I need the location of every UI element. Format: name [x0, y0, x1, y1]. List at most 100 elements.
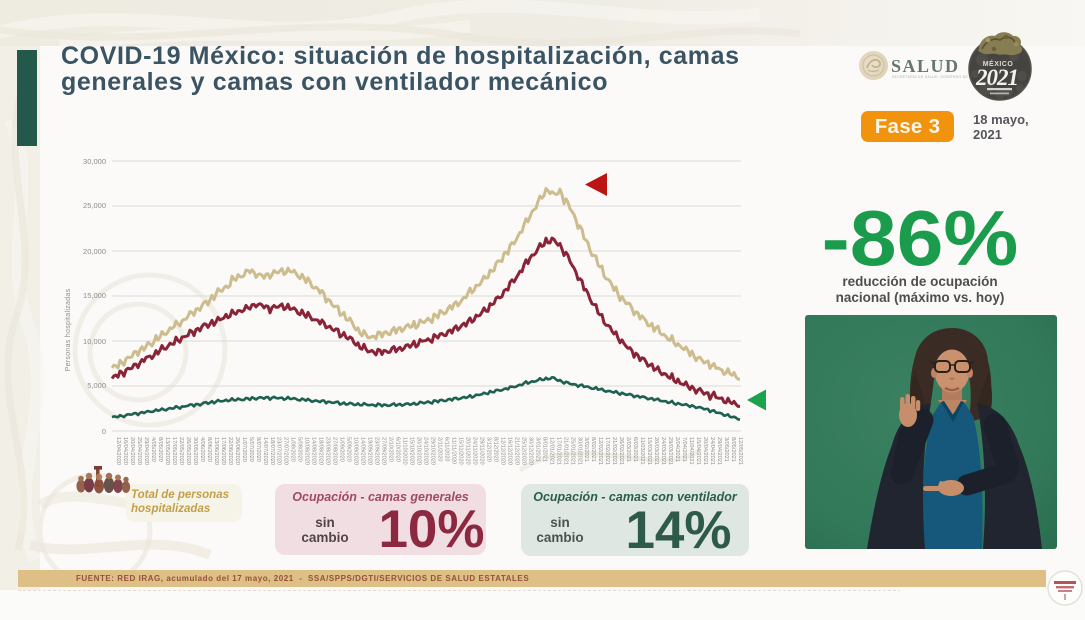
svg-text:24/03/2021: 24/03/2021: [660, 437, 666, 465]
svg-text:25/12/2020: 25/12/2020: [520, 437, 526, 465]
svg-text:3/02/2021: 3/02/2021: [583, 437, 589, 462]
svg-text:29/11/2020: 29/11/2020: [478, 437, 484, 465]
svg-text:17/02/2021: 17/02/2021: [604, 437, 610, 465]
svg-text:10,000: 10,000: [83, 337, 106, 346]
svg-text:26/02/2021: 26/02/2021: [618, 437, 624, 465]
svg-text:8/12/2020: 8/12/2020: [492, 437, 498, 462]
svg-text:7/04/2021: 7/04/2021: [681, 437, 687, 462]
svg-text:23/09/2020: 23/09/2020: [374, 437, 380, 465]
svg-text:1/09/2020: 1/09/2020: [339, 437, 345, 462]
svg-text:2021: 2021: [975, 65, 1018, 90]
svg-text:25/04/2020: 25/04/2020: [136, 437, 142, 465]
svg-text:17/05/2020: 17/05/2020: [171, 437, 177, 465]
svg-text:25,000: 25,000: [83, 201, 106, 210]
svg-text:12/01/2021: 12/01/2021: [548, 437, 554, 465]
svg-text:21/02/2021: 21/02/2021: [611, 437, 617, 465]
svg-text:2/03/2021: 2/03/2021: [625, 437, 631, 462]
svg-text:20/04/2021: 20/04/2021: [702, 437, 708, 465]
svg-text:3/05/2021: 3/05/2021: [723, 437, 729, 462]
svg-text:1/08/2020: 1/08/2020: [290, 437, 296, 462]
svg-text:26/06/2020: 26/06/2020: [234, 437, 240, 465]
svg-text:29/10/2020: 29/10/2020: [430, 437, 436, 465]
svg-text:8/02/2021: 8/02/2021: [590, 437, 596, 462]
svg-text:20/10/2020: 20/10/2020: [416, 437, 422, 465]
svg-text:20/11/2020: 20/11/2020: [464, 437, 470, 465]
svg-text:6/03/2021: 6/03/2021: [632, 437, 638, 462]
svg-text:11/03/2021: 11/03/2021: [639, 437, 645, 465]
svg-text:20,000: 20,000: [83, 247, 106, 256]
svg-text:10/09/2020: 10/09/2020: [353, 437, 359, 465]
svg-text:11/11/2020: 11/11/2020: [451, 437, 457, 464]
svg-text:2/04/2021: 2/04/2021: [674, 437, 680, 462]
svg-text:26/05/2020: 26/05/2020: [185, 437, 191, 465]
svg-text:8/05/2020: 8/05/2020: [157, 437, 163, 462]
svg-text:22/06/2020: 22/06/2020: [227, 437, 233, 465]
svg-text:29/04/2021: 29/04/2021: [716, 437, 722, 465]
svg-text:29/03/2021: 29/03/2021: [667, 437, 673, 465]
svg-text:30/05/2020: 30/05/2020: [192, 437, 198, 465]
svg-text:24/10/2020: 24/10/2020: [423, 437, 429, 465]
svg-text:23/08/2020: 23/08/2020: [325, 437, 331, 465]
svg-text:8/05/2021: 8/05/2021: [730, 437, 736, 462]
svg-text:21/01/2021: 21/01/2021: [562, 437, 568, 465]
svg-text:12/02/2021: 12/02/2021: [597, 437, 603, 465]
svg-text:4/06/2020: 4/06/2020: [199, 437, 205, 462]
svg-text:2/10/2020: 2/10/2020: [388, 437, 394, 462]
svg-text:14/07/2020: 14/07/2020: [262, 437, 268, 465]
svg-text:5/09/2020: 5/09/2020: [346, 437, 352, 462]
svg-text:14/09/2020: 14/09/2020: [360, 437, 366, 465]
svg-text:8/01/2021: 8/01/2021: [541, 437, 547, 462]
svg-text:0: 0: [102, 427, 106, 436]
svg-text:16/04/2020: 16/04/2020: [122, 437, 128, 465]
svg-text:24/11/2020: 24/11/2020: [471, 437, 477, 465]
svg-text:13/06/2020: 13/06/2020: [213, 437, 219, 465]
svg-text:10/08/2020: 10/08/2020: [304, 437, 310, 465]
svg-text:6/10/2020: 6/10/2020: [395, 437, 401, 462]
svg-text:12/05/2021: 12/05/2021: [737, 437, 743, 465]
svg-text:17/06/2020: 17/06/2020: [220, 437, 226, 465]
svg-text:12/04/2020: 12/04/2020: [115, 437, 121, 465]
svg-text:30/12/2020: 30/12/2020: [527, 437, 533, 465]
svg-text:18/07/2020: 18/07/2020: [269, 437, 275, 465]
svg-text:23/07/2020: 23/07/2020: [276, 437, 282, 465]
svg-text:19/09/2020: 19/09/2020: [367, 437, 373, 465]
svg-text:3/12/2020: 3/12/2020: [485, 437, 491, 462]
svg-text:1/07/2020: 1/07/2020: [241, 437, 247, 462]
svg-text:18/08/2020: 18/08/2020: [318, 437, 324, 465]
svg-text:16/12/2020: 16/12/2020: [506, 437, 512, 465]
svg-text:12/12/2020: 12/12/2020: [499, 437, 505, 465]
svg-text:MÉXICO: MÉXICO: [983, 59, 1014, 68]
svg-text:11/10/2020: 11/10/2020: [402, 437, 408, 465]
svg-text:27/08/2020: 27/08/2020: [332, 437, 338, 465]
svg-text:2/11/2020: 2/11/2020: [437, 437, 443, 461]
svg-text:15/03/2021: 15/03/2021: [646, 437, 652, 465]
svg-text:15/11/2020: 15/11/2020: [457, 437, 463, 465]
svg-text:25/01/2021: 25/01/2021: [569, 437, 575, 465]
svg-text:8/06/2020: 8/06/2020: [206, 437, 212, 462]
svg-text:20/03/2021: 20/03/2021: [653, 437, 659, 465]
svg-text:5/07/2020: 5/07/2020: [248, 437, 254, 462]
svg-text:9/07/2020: 9/07/2020: [255, 437, 261, 462]
svg-text:20/04/2020: 20/04/2020: [129, 437, 135, 465]
svg-text:6/11/2020: 6/11/2020: [444, 437, 450, 461]
svg-text:27/09/2020: 27/09/2020: [381, 437, 387, 465]
svg-text:13/05/2020: 13/05/2020: [164, 437, 170, 465]
svg-text:14/08/2020: 14/08/2020: [311, 437, 317, 465]
svg-text:5,000: 5,000: [87, 381, 106, 390]
svg-text:24/04/2021: 24/04/2021: [709, 437, 715, 465]
svg-text:15,000: 15,000: [83, 291, 106, 300]
svg-text:4/05/2020: 4/05/2020: [150, 437, 156, 462]
svg-text:3/01/2021: 3/01/2021: [534, 437, 540, 462]
svg-text:27/07/2020: 27/07/2020: [283, 437, 289, 465]
svg-text:15/04/2021: 15/04/2021: [695, 437, 701, 465]
svg-text:5/08/2020: 5/08/2020: [297, 437, 303, 462]
svg-text:21/12/2020: 21/12/2020: [513, 437, 519, 465]
svg-text:29/04/2020: 29/04/2020: [143, 437, 149, 465]
svg-text:30/01/2021: 30/01/2021: [576, 437, 582, 465]
svg-text:11/04/2021: 11/04/2021: [688, 437, 694, 465]
svg-text:Personas hospitalizadas: Personas hospitalizadas: [65, 288, 72, 371]
svg-text:22/05/2020: 22/05/2020: [178, 437, 184, 465]
svg-text:30,000: 30,000: [83, 157, 106, 166]
svg-text:17/01/2021: 17/01/2021: [555, 437, 561, 465]
svg-text:15/10/2020: 15/10/2020: [409, 437, 415, 465]
